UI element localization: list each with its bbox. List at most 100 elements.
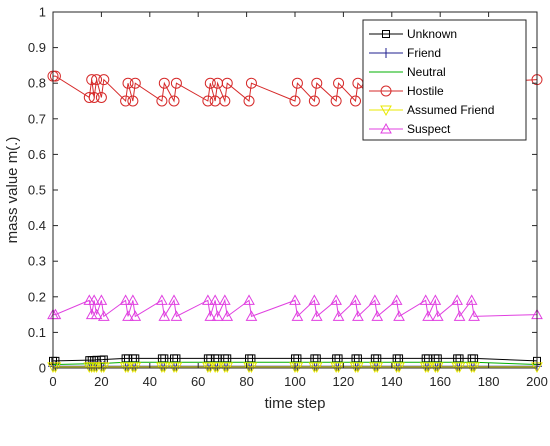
legend-label: Hostile	[407, 84, 444, 98]
data-point-suspect	[419, 294, 432, 305]
data-point-hostile	[202, 95, 214, 107]
data-point-assumed-friend	[371, 362, 384, 373]
x-tick-label: 40	[143, 374, 157, 389]
legend-label: Friend	[407, 46, 441, 60]
data-point-assumed-friend	[393, 362, 405, 373]
data-point-hostile	[86, 74, 98, 86]
data-point-suspect	[330, 294, 342, 305]
data-point-hostile	[98, 74, 110, 86]
data-point-assumed-friend	[221, 362, 234, 373]
data-point-suspect	[291, 310, 304, 321]
data-point-hostile	[122, 77, 134, 89]
data-point-suspect	[369, 294, 381, 305]
data-point-hostile	[156, 95, 168, 107]
data-point-assumed-friend	[352, 362, 364, 373]
y-tick-label: 0.7	[28, 111, 46, 126]
x-tick-label: 80	[239, 374, 253, 389]
data-point-hostile	[49, 70, 61, 82]
legend-item-hostile: Hostile	[369, 84, 444, 98]
data-point-suspect	[95, 294, 108, 305]
y-tick-label: 0.2	[28, 289, 46, 304]
data-point-hostile	[221, 77, 233, 89]
data-point-hostile	[308, 95, 320, 107]
data-point-hostile	[333, 77, 345, 89]
data-point-suspect	[393, 310, 405, 321]
series-layer	[47, 70, 543, 373]
x-tick-label: 0	[49, 374, 56, 389]
data-point-hostile	[95, 91, 107, 103]
data-point-suspect	[88, 294, 100, 305]
data-point-suspect	[211, 310, 224, 321]
x-tick-label: 140	[381, 374, 403, 389]
data-point-hostile	[311, 77, 323, 89]
y-tick-label: 0.6	[28, 147, 46, 162]
data-point-hostile	[168, 95, 180, 107]
data-point-hostile	[88, 91, 100, 103]
data-point-hostile	[129, 77, 141, 89]
legend-item-assumed-friend: Assumed Friend	[369, 103, 494, 117]
data-point-suspect	[465, 294, 478, 305]
legend-label: Neutral	[407, 65, 446, 79]
data-point-suspect	[156, 294, 168, 305]
data-point-suspect	[310, 310, 323, 321]
data-point-suspect	[204, 310, 217, 321]
y-tick-label: 0	[39, 361, 46, 376]
data-point-suspect	[451, 294, 463, 305]
data-point-hostile	[289, 95, 301, 107]
data-point-suspect	[308, 294, 321, 305]
data-point-suspect	[429, 294, 442, 305]
data-point-hostile	[120, 95, 132, 107]
series-neutral	[53, 361, 538, 365]
data-point-assumed-friend	[453, 362, 466, 373]
data-point-suspect	[221, 310, 234, 321]
data-point-suspect	[209, 294, 221, 305]
data-point-assumed-friend	[170, 362, 183, 373]
x-tick-label: 60	[191, 374, 205, 389]
data-point-assumed-friend	[332, 362, 345, 373]
data-point-suspect	[127, 294, 139, 305]
y-tick-label: 0.3	[28, 254, 46, 269]
data-point-hostile	[170, 77, 182, 89]
data-point-suspect	[390, 294, 403, 305]
legend-label: Suspect	[407, 122, 451, 136]
data-point-suspect	[158, 310, 171, 321]
data-point-suspect	[122, 310, 134, 321]
data-point-suspect	[349, 294, 362, 305]
data-point-suspect	[332, 310, 345, 321]
x-tick-label: 180	[478, 374, 500, 389]
legend-item-neutral: Neutral	[369, 65, 446, 79]
x-axis-label: time step	[265, 395, 326, 412]
data-point-assumed-friend	[468, 362, 480, 373]
data-point-hostile	[127, 95, 139, 107]
data-point-suspect	[453, 310, 466, 321]
data-point-assumed-friend	[211, 362, 224, 373]
data-point-hostile	[330, 95, 342, 107]
data-point-hostile	[243, 95, 255, 107]
data-point-hostile	[219, 95, 231, 107]
y-axis: 0 0.1 0.2 0.3 0.4 0.5 0.6 0.7 0.8 0.9 1	[28, 5, 537, 376]
legend-label: Assumed Friend	[407, 103, 494, 117]
data-point-assumed-friend	[245, 362, 258, 373]
y-axis-label: mass value m(.)	[4, 137, 21, 244]
data-point-suspect	[97, 310, 110, 321]
x-tick-label: 20	[94, 374, 108, 389]
data-point-suspect	[218, 294, 231, 305]
data-point-suspect	[202, 294, 214, 305]
data-point-hostile	[245, 77, 257, 89]
x-tick-label: 100	[284, 374, 306, 389]
legend-label: Unknown	[407, 27, 457, 41]
data-point-suspect	[289, 294, 301, 305]
data-point-suspect	[168, 294, 180, 305]
series-assumed-friend	[47, 362, 543, 373]
data-point-suspect	[90, 308, 103, 320]
series-line-neutral	[53, 361, 538, 365]
data-point-assumed-friend	[422, 362, 434, 373]
x-tick-label: 160	[429, 374, 451, 389]
data-point-suspect	[371, 310, 384, 321]
legend-item-friend: Friend	[369, 46, 441, 60]
series-line-suspect	[53, 298, 538, 319]
x-tick-label: 120	[333, 374, 355, 389]
data-point-hostile	[158, 77, 170, 89]
data-point-suspect	[129, 310, 142, 321]
data-point-suspect	[243, 294, 255, 305]
